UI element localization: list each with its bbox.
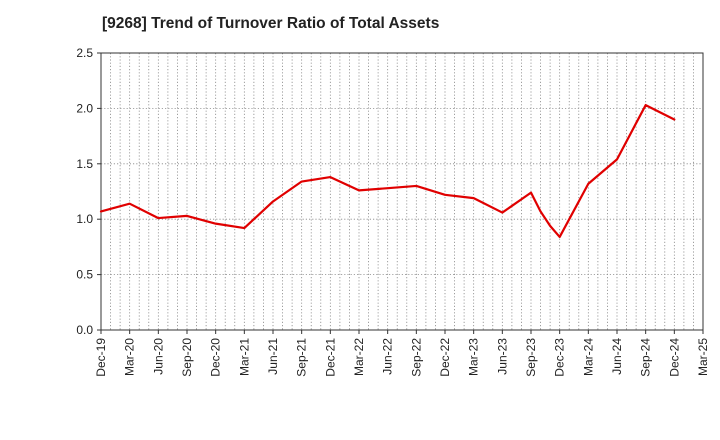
x-tick-label: Dec-21 [323, 338, 337, 377]
y-tick-label: 0.0 [76, 323, 93, 337]
x-tick-label: Dec-20 [209, 338, 223, 377]
x-tick-label: Jun-22 [381, 338, 395, 375]
x-tick-label: Sep-22 [409, 338, 423, 377]
x-tick-label: Sep-23 [524, 338, 538, 377]
x-tick-label: Mar-20 [123, 338, 137, 376]
x-tick-label: Sep-24 [639, 338, 653, 377]
y-tick-label: 1.0 [76, 212, 93, 226]
x-tick-label: Dec-19 [94, 338, 108, 377]
x-tick-label: Mar-21 [237, 338, 251, 376]
y-tick-label: 2.5 [76, 46, 93, 60]
series-line [99, 103, 676, 239]
x-tick-label: Sep-21 [295, 338, 309, 377]
x-tick-label: Mar-23 [467, 338, 481, 376]
plot-frame [100, 52, 704, 331]
x-tick-label: Jun-23 [495, 338, 509, 375]
x-tick-label: Mar-24 [581, 338, 595, 376]
x-tick-label: Mar-25 [696, 338, 710, 376]
x-tick-label: Jun-20 [151, 338, 165, 375]
x-tick-label: Dec-24 [667, 338, 681, 377]
x-tick-label: Mar-22 [352, 338, 366, 376]
y-tick-label: 0.5 [76, 268, 93, 282]
x-tick-label: Sep-20 [180, 338, 194, 377]
x-tick-label: Dec-22 [438, 338, 452, 377]
x-tick-label: Jun-21 [266, 338, 280, 375]
x-tick-label: Jun-24 [610, 338, 624, 375]
x-tick-label: Dec-23 [553, 338, 567, 377]
y-tick-label: 1.5 [76, 157, 93, 171]
chart-title: [9268] Trend of Turnover Ratio of Total … [102, 15, 440, 32]
y-tick-label: 2.0 [76, 101, 93, 115]
